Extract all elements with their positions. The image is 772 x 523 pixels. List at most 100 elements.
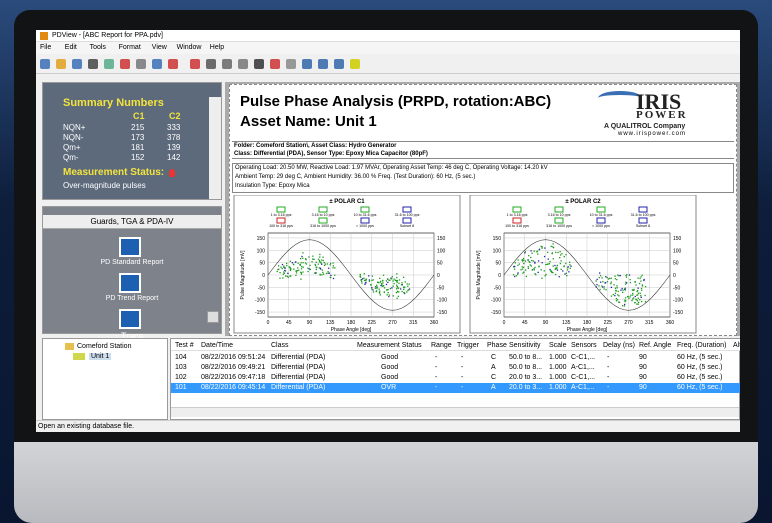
menu-item[interactable]: Format <box>119 44 141 51</box>
x-tick-label: 135 <box>562 320 571 326</box>
scatter-dot <box>384 292 385 293</box>
summary-value: 173 <box>131 133 144 142</box>
scatter-dot <box>312 258 313 259</box>
scatter-dot <box>632 294 633 295</box>
scatter-dot <box>641 301 642 302</box>
nav-item[interactable]: PD Standard Report <box>43 259 221 266</box>
plot-title: ± POLAR C1 <box>329 199 365 205</box>
column-header: Date/Time <box>201 342 233 349</box>
monitor-chin <box>14 430 758 523</box>
scatter-dot <box>368 275 369 276</box>
scatter-dot <box>359 276 360 277</box>
scatter-dot <box>534 251 535 252</box>
scatter-dot <box>383 275 384 276</box>
legend-swatch <box>639 218 647 223</box>
scatter-dot <box>559 257 560 258</box>
legend-swatch <box>555 218 563 223</box>
scroll-button[interactable] <box>207 311 219 323</box>
x-tick-label: 270 <box>624 320 633 326</box>
scatter-dot <box>397 286 398 287</box>
scatter-dot <box>538 260 539 261</box>
scatter-dot <box>624 305 625 306</box>
scatter-dot <box>518 259 519 260</box>
y-tick-label: -50 <box>258 285 265 291</box>
scatter-dot <box>641 288 642 289</box>
scatter-dot <box>323 260 324 261</box>
scatter-dot <box>625 283 626 284</box>
scatter-dot <box>396 298 397 299</box>
scatter-dot <box>611 287 612 288</box>
scatter-dot <box>608 278 609 279</box>
scatter-dot <box>396 273 397 274</box>
scatter-dot <box>634 302 635 303</box>
scatter-dot <box>290 270 291 271</box>
scatter-dot <box>371 288 372 289</box>
scatter-dot <box>316 267 317 268</box>
scatter-dot <box>300 279 301 280</box>
menu-item[interactable]: Help <box>210 44 224 51</box>
scatter-dot <box>552 252 553 253</box>
scatter-dot <box>600 282 601 283</box>
table-cell: 60 Hz, (5 sec.) <box>677 374 723 381</box>
scatter-dot <box>290 261 291 262</box>
scatter-dot <box>541 246 542 247</box>
legend-label: Subset 8 <box>400 224 414 228</box>
y2-tick-label: 100 <box>673 248 682 254</box>
scatter-dot <box>611 282 612 283</box>
scatter-dot <box>286 265 287 266</box>
y-tick-label: 50 <box>495 261 501 267</box>
summary-label: NQN- <box>63 133 83 142</box>
scatter-dot <box>544 247 545 248</box>
column-header: Measurement Status <box>357 342 422 349</box>
scatter-dot <box>283 274 284 275</box>
summary-value: 142 <box>167 153 180 162</box>
scatter-dot <box>517 272 518 273</box>
scatter-dot <box>321 264 322 265</box>
x-tick-label: 225 <box>368 320 377 326</box>
scatter-dot <box>515 262 516 263</box>
scatter-dot <box>604 286 605 287</box>
table-cell: - <box>607 354 609 361</box>
scatter-dot <box>564 273 565 274</box>
scatter-dot <box>302 258 303 259</box>
scatter-dot <box>369 281 370 282</box>
scatter-dot <box>387 292 388 293</box>
menu-item[interactable]: File <box>40 44 51 51</box>
menu-item[interactable]: Tools <box>90 44 106 51</box>
x-axis-label: Phase Angle [deg] <box>331 327 372 333</box>
nav-item[interactable]: PD Trend Report <box>43 295 221 302</box>
menu-item[interactable]: Window <box>177 44 202 51</box>
status-bar: Open an existing database file. <box>36 420 740 432</box>
scatter-dot <box>553 258 554 259</box>
table-cell: Good <box>381 364 398 371</box>
scatter-dot <box>319 267 320 268</box>
scatter-dot <box>523 263 524 264</box>
scatter-dot <box>313 259 314 260</box>
y2-tick-label: 100 <box>437 248 446 254</box>
y-axis-label: Pulse Magnitude [mV] <box>476 250 482 300</box>
scatter-dot <box>555 274 556 275</box>
menu-item[interactable]: View <box>152 44 167 51</box>
scatter-dot <box>599 277 600 278</box>
scatter-dot <box>303 267 304 268</box>
nav-icon <box>119 237 141 257</box>
table-cell: 1.000 <box>549 364 567 371</box>
scatter-dot <box>528 255 529 256</box>
toolbar-button <box>334 59 344 69</box>
scatter-dot <box>544 256 545 257</box>
scatter-dot <box>527 259 528 260</box>
table-cell: - <box>607 364 609 371</box>
toolbar-button <box>318 59 328 69</box>
scatter-dot <box>557 265 558 266</box>
scatter-dot <box>534 267 535 268</box>
menu-item[interactable]: Edit <box>65 44 77 51</box>
scatter-dot <box>379 291 380 292</box>
legend-swatch <box>597 207 605 212</box>
table-cell: - <box>461 364 463 371</box>
scatter-dot <box>401 282 402 283</box>
scatter-dot <box>405 281 406 282</box>
tree-node: Unit 1 <box>89 353 111 360</box>
scatter-dot <box>360 274 361 275</box>
logo: IRIS POWER A QUALITROL Company www.irisp… <box>590 89 710 139</box>
scatter-dot <box>642 284 643 285</box>
